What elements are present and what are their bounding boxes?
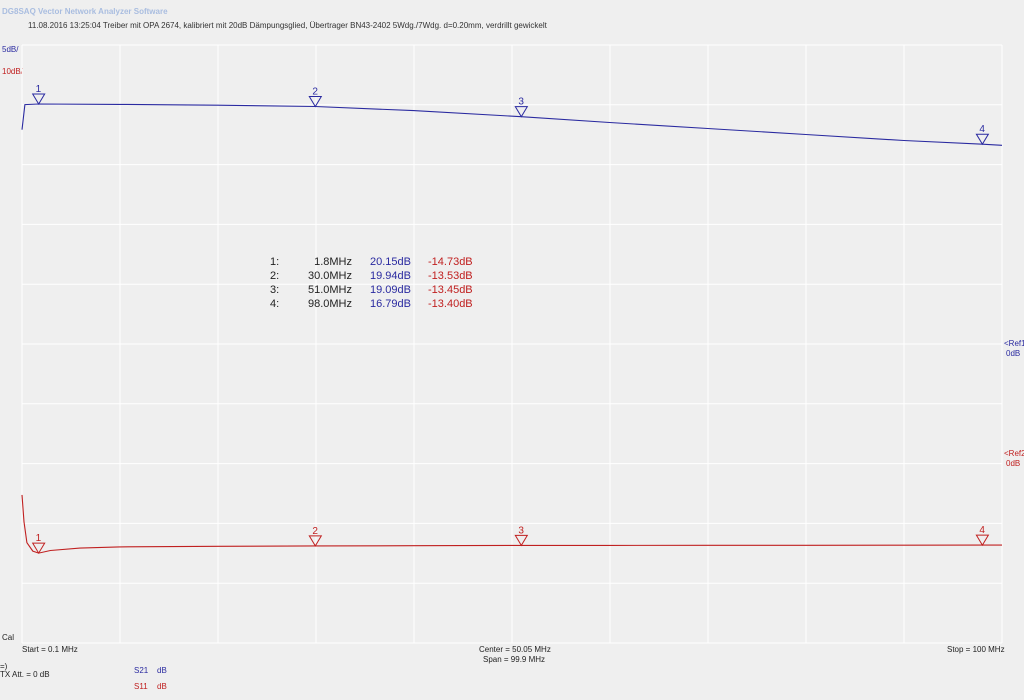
ref2-label: <Ref2 bbox=[1004, 449, 1024, 458]
marker-1-s21-label: 1 bbox=[36, 84, 42, 95]
legend-s21-trace[interactable]: S21 bbox=[134, 666, 149, 675]
marker-row: 4: 98.0MHz 16.79dB -13.40dB bbox=[270, 297, 488, 311]
marker-s21-value: 16.79dB bbox=[370, 298, 411, 310]
marker-row: 2: 30.0MHz 19.94dB -13.53dB bbox=[270, 269, 488, 283]
marker-s21-value: 20.15dB bbox=[370, 256, 411, 268]
legend-s21-unit: dB bbox=[157, 666, 167, 675]
trace-s21 bbox=[21, 103, 1003, 146]
tx-attenuation-label: TX Att. = 0 dB bbox=[0, 670, 50, 679]
marker-4-s21-triangle-icon bbox=[975, 133, 990, 146]
center-freq-label: Center = 50.05 MHz bbox=[479, 645, 551, 654]
marker-freq: 98.0MHz bbox=[307, 298, 352, 310]
stop-freq-label: Stop = 100 MHz bbox=[947, 645, 1005, 654]
marker-2-s21-label: 2 bbox=[312, 87, 318, 98]
ref1-value: 0dB bbox=[1006, 349, 1021, 358]
marker-s11-value: -13.53dB bbox=[428, 270, 473, 282]
trace-s11 bbox=[21, 494, 1002, 554]
cal-label[interactable]: Cal bbox=[2, 633, 15, 642]
marker-1-s11-triangle-icon bbox=[31, 542, 46, 555]
marker-1-s11-label: 1 bbox=[36, 533, 42, 544]
legend-s11-unit: dB bbox=[157, 682, 167, 691]
s11-scale-label: 10dB/ bbox=[2, 67, 23, 76]
marker-index: 2: bbox=[270, 270, 280, 282]
ref1-label: <Ref1 bbox=[1004, 339, 1024, 348]
marker-table: 1: 1.8MHz 20.15dB -14.73dB 2: 30.0MHz 19.94dB -… bbox=[270, 255, 488, 311]
app-title: DG8SAQ Vector Network Analyzer Software bbox=[2, 7, 168, 16]
marker-row: 3: 51.0MHz 19.09dB -13.45dB bbox=[270, 283, 488, 297]
marker-1-s21-triangle-icon bbox=[31, 93, 46, 105]
marker-3-s11-triangle-icon bbox=[514, 534, 529, 547]
marker-freq: 51.0MHz bbox=[307, 284, 352, 296]
marker-4-s11-triangle-icon bbox=[975, 534, 990, 547]
span-label: Span = 99.9 MHz bbox=[483, 655, 546, 664]
marker-3-s11-label: 3 bbox=[518, 525, 524, 536]
marker-4-s21-label: 4 bbox=[979, 124, 985, 135]
legend-s11-trace[interactable]: S11 bbox=[134, 682, 148, 691]
marker-2-s11-triangle-icon bbox=[308, 535, 323, 547]
marker-s21-value: 19.09dB bbox=[370, 284, 411, 296]
marker-2-s21-triangle-icon bbox=[308, 96, 323, 108]
marker-index: 3: bbox=[270, 284, 280, 296]
marker-freq: 30.0MHz bbox=[307, 270, 352, 282]
marker-row: 1: 1.8MHz 20.15dB -14.73dB bbox=[270, 255, 488, 269]
marker-3-s21-label: 3 bbox=[518, 97, 524, 108]
marker-s11-value: -13.45dB bbox=[428, 284, 473, 296]
marker-s11-value: -14.73dB bbox=[428, 256, 473, 268]
marker-4-s11-label: 4 bbox=[979, 525, 985, 536]
marker-s11-value: -13.40dB bbox=[428, 298, 473, 310]
marker-3-s21-triangle-icon bbox=[514, 106, 529, 118]
s21-scale-label: 5dB/ bbox=[2, 45, 19, 54]
marker-2-s11-label: 2 bbox=[312, 526, 318, 537]
ref2-value: 0dB bbox=[1006, 459, 1021, 468]
start-freq-label: Start = 0.1 MHz bbox=[22, 645, 78, 654]
marker-index: 1: bbox=[270, 256, 280, 268]
marker-freq: 1.8MHz bbox=[314, 256, 352, 268]
arrow-icon: =) bbox=[0, 662, 8, 671]
marker-index: 4: bbox=[270, 298, 280, 310]
measurement-header: 11.08.2016 13:25:04 Treiber mit OPA 2674… bbox=[28, 21, 547, 30]
marker-s21-value: 19.94dB bbox=[370, 270, 411, 282]
